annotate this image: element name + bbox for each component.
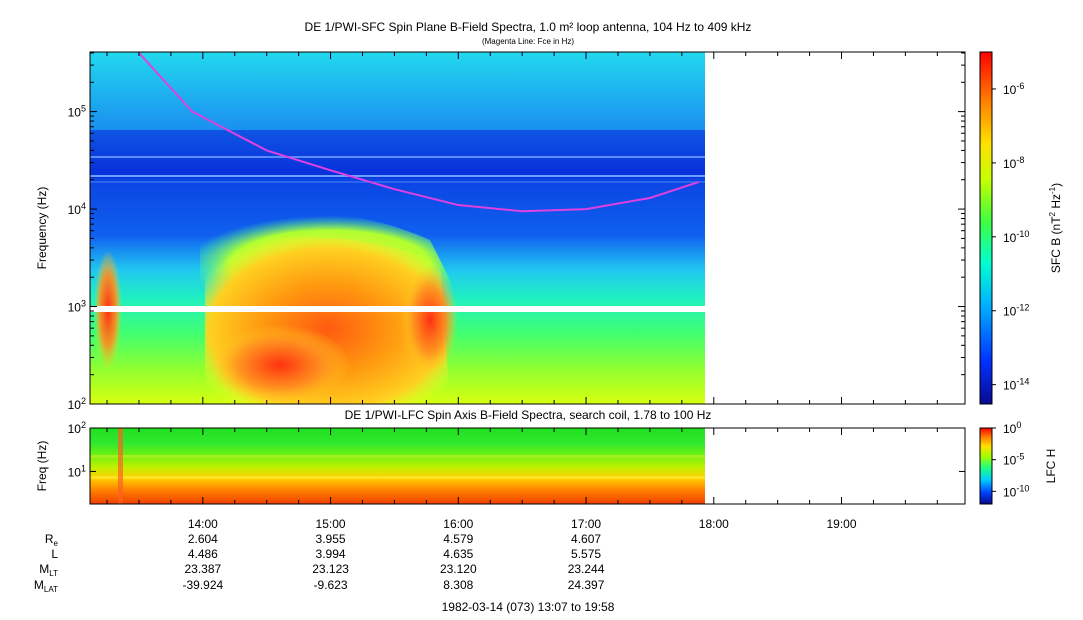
- x-tick-label: 14:00: [188, 517, 218, 531]
- sfc-colorbar-tick-label: 10-6: [1003, 81, 1024, 97]
- time-range-footer: 1982-03-14 (073) 13:07 to 19:58: [442, 600, 615, 614]
- lfc-frame: [89, 427, 966, 505]
- ephemeris-value: 23.244: [568, 562, 605, 576]
- sfc-colorbar-tick-label: 10-10: [1003, 229, 1029, 245]
- sfc-colorbar: [979, 51, 993, 405]
- lfc-colorbar-tick-label: 10-5: [1003, 452, 1024, 468]
- x-tick-label: 18:00: [699, 517, 729, 531]
- x-tick-label: 15:00: [316, 517, 346, 531]
- sfc-ylabel: Frequency (Hz): [35, 187, 49, 270]
- fce-magenta-line: [138, 52, 700, 213]
- ephemeris-value: 3.955: [316, 532, 346, 546]
- sfc-y-tick-label: 105: [68, 104, 86, 120]
- ephemeris-value: -39.924: [182, 578, 223, 592]
- ephemeris-value: 4.635: [443, 547, 473, 561]
- ephemeris-value: 24.397: [568, 578, 605, 592]
- sfc-frame: [89, 51, 966, 405]
- sfc-emission-spot-2: [210, 325, 350, 405]
- lfc-spectrogram: [89, 427, 966, 505]
- sfc-dark-band: [90, 130, 705, 178]
- ephemeris-row-label: L: [51, 547, 58, 561]
- x-tick-label: 16:00: [443, 517, 473, 531]
- ephemeris-row-label: MLAT: [34, 578, 58, 594]
- sfc-subtitle: (Magenta Line: Fce in Hz): [482, 37, 574, 46]
- ephemeris-value: 2.604: [188, 532, 218, 546]
- lfc-colorbar: [979, 427, 993, 505]
- ephemeris-value: 23.120: [440, 562, 477, 576]
- ephemeris-value: 8.308: [443, 578, 473, 592]
- sfc-colorbar-tick-label: 10-12: [1003, 303, 1029, 319]
- sfc-y-tick-label: 104: [68, 201, 86, 217]
- lfc-y-tick-label: 102: [68, 420, 86, 436]
- lfc-colorbar-label: LFC H: [1044, 449, 1058, 484]
- sfc-colorbar-tick-label: 10-8: [1003, 155, 1024, 171]
- lfc-stripe-2: [90, 476, 705, 479]
- lfc-colorbar-tick-label: 10-10: [1003, 483, 1029, 499]
- ephemeris-value: 4.607: [571, 532, 601, 546]
- lfc-y-tick-label: 101: [68, 463, 86, 479]
- ephemeris-value: 5.575: [571, 547, 601, 561]
- sfc-y-tick-label: 103: [68, 299, 86, 315]
- sfc-y-tick-label: 102: [68, 396, 86, 412]
- sfc-colorbar-label: SFC B (nT2 Hz-1): [1048, 183, 1063, 273]
- ephemeris-value: 4.486: [188, 547, 218, 561]
- lfc-stripe-1: [90, 455, 705, 458]
- ephemeris-value: 4.579: [443, 532, 473, 546]
- lfc-ylabel: Freq (Hz): [35, 441, 49, 492]
- ephemeris-value: 23.387: [184, 562, 221, 576]
- ephemeris-value: 3.994: [316, 547, 346, 561]
- sfc-data-gap: [90, 306, 705, 312]
- sfc-colorbar-tick-label: 10-14: [1003, 377, 1029, 393]
- lfc-burst: [118, 428, 123, 504]
- x-tick-label: 19:00: [827, 517, 857, 531]
- sfc-spectrogram: [89, 51, 966, 405]
- x-tick-label: 17:00: [571, 517, 601, 531]
- ephemeris-row-label: Re: [45, 532, 59, 548]
- lfc-colorbar-tick-label: 100: [1003, 420, 1021, 436]
- ephemeris-value: -9.623: [314, 578, 348, 592]
- ephemeris-value: 23.123: [312, 562, 349, 576]
- ephemeris-row-label: MLT: [39, 562, 58, 578]
- lfc-title: DE 1/PWI-LFC Spin Axis B-Field Spectra, …: [345, 408, 712, 422]
- sfc-title: DE 1/PWI-SFC Spin Plane B-Field Spectra,…: [305, 20, 752, 34]
- sfc-emission-spot-1: [402, 265, 458, 375]
- lfc-background: [90, 428, 705, 504]
